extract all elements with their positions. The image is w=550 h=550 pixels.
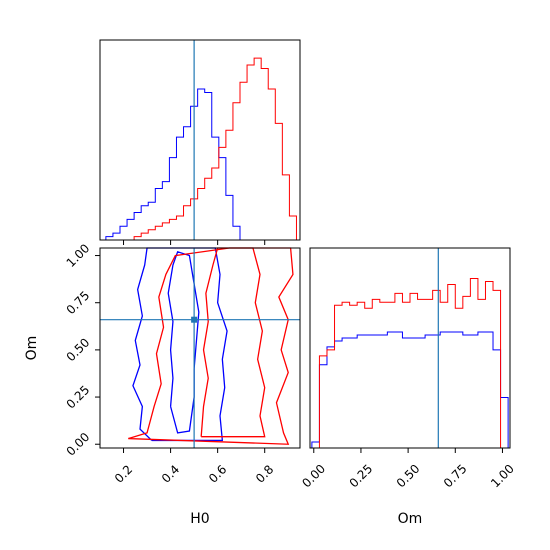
h0-tick-label: 0.8 bbox=[253, 462, 276, 485]
om-y-tick-label: 1.00 bbox=[64, 241, 93, 270]
om-hist-frame bbox=[309, 247, 511, 449]
h0-hist-red-series bbox=[105, 57, 297, 241]
om-x-tick-label: 0.50 bbox=[394, 462, 423, 491]
om-y-tick-label: 0.75 bbox=[64, 288, 93, 317]
om-y-tick-label: 0.00 bbox=[64, 430, 93, 459]
om-y-tick-label: 0.25 bbox=[64, 383, 93, 412]
om-hist-blue-series bbox=[311, 331, 509, 448]
om-y-tick-label: 0.50 bbox=[64, 335, 93, 364]
om-histogram-panel: 0.00 0.25 0.50 0.75 1.00 Om bbox=[299, 247, 517, 527]
h0-om-contour-panel: 0.2 0.4 0.6 0.8 0.00 0.25 0.50 0.75 1.00 H0 Om bbox=[24, 241, 301, 527]
om-y-axis-label: Om bbox=[24, 336, 40, 361]
truth-marker bbox=[191, 316, 198, 323]
contour-blue-inner bbox=[167, 250, 200, 434]
contour-red-outer bbox=[128, 247, 294, 445]
h0-hist-frame bbox=[99, 39, 301, 241]
om-x-tick-label: 0.25 bbox=[347, 462, 376, 491]
om-axis-label: Om bbox=[398, 511, 423, 527]
h0-tick-label: 0.2 bbox=[112, 462, 135, 485]
om-x-tick-label: 1.00 bbox=[488, 462, 517, 491]
h0-hist-blue-series bbox=[105, 88, 297, 241]
om-x-tick-label: 0.00 bbox=[299, 462, 328, 491]
h0-axis-label: H0 bbox=[190, 511, 209, 527]
contour-blue-outer bbox=[132, 247, 228, 442]
om-x-tick-label: 0.75 bbox=[441, 462, 470, 491]
h0-tick-label: 0.4 bbox=[159, 462, 182, 485]
om-hist-red-series bbox=[311, 278, 509, 449]
h0-histogram-panel bbox=[99, 39, 301, 245]
contour-red-inner bbox=[200, 247, 266, 438]
contour-panel-frame bbox=[99, 247, 301, 449]
h0-tick-label: 0.6 bbox=[206, 462, 229, 485]
